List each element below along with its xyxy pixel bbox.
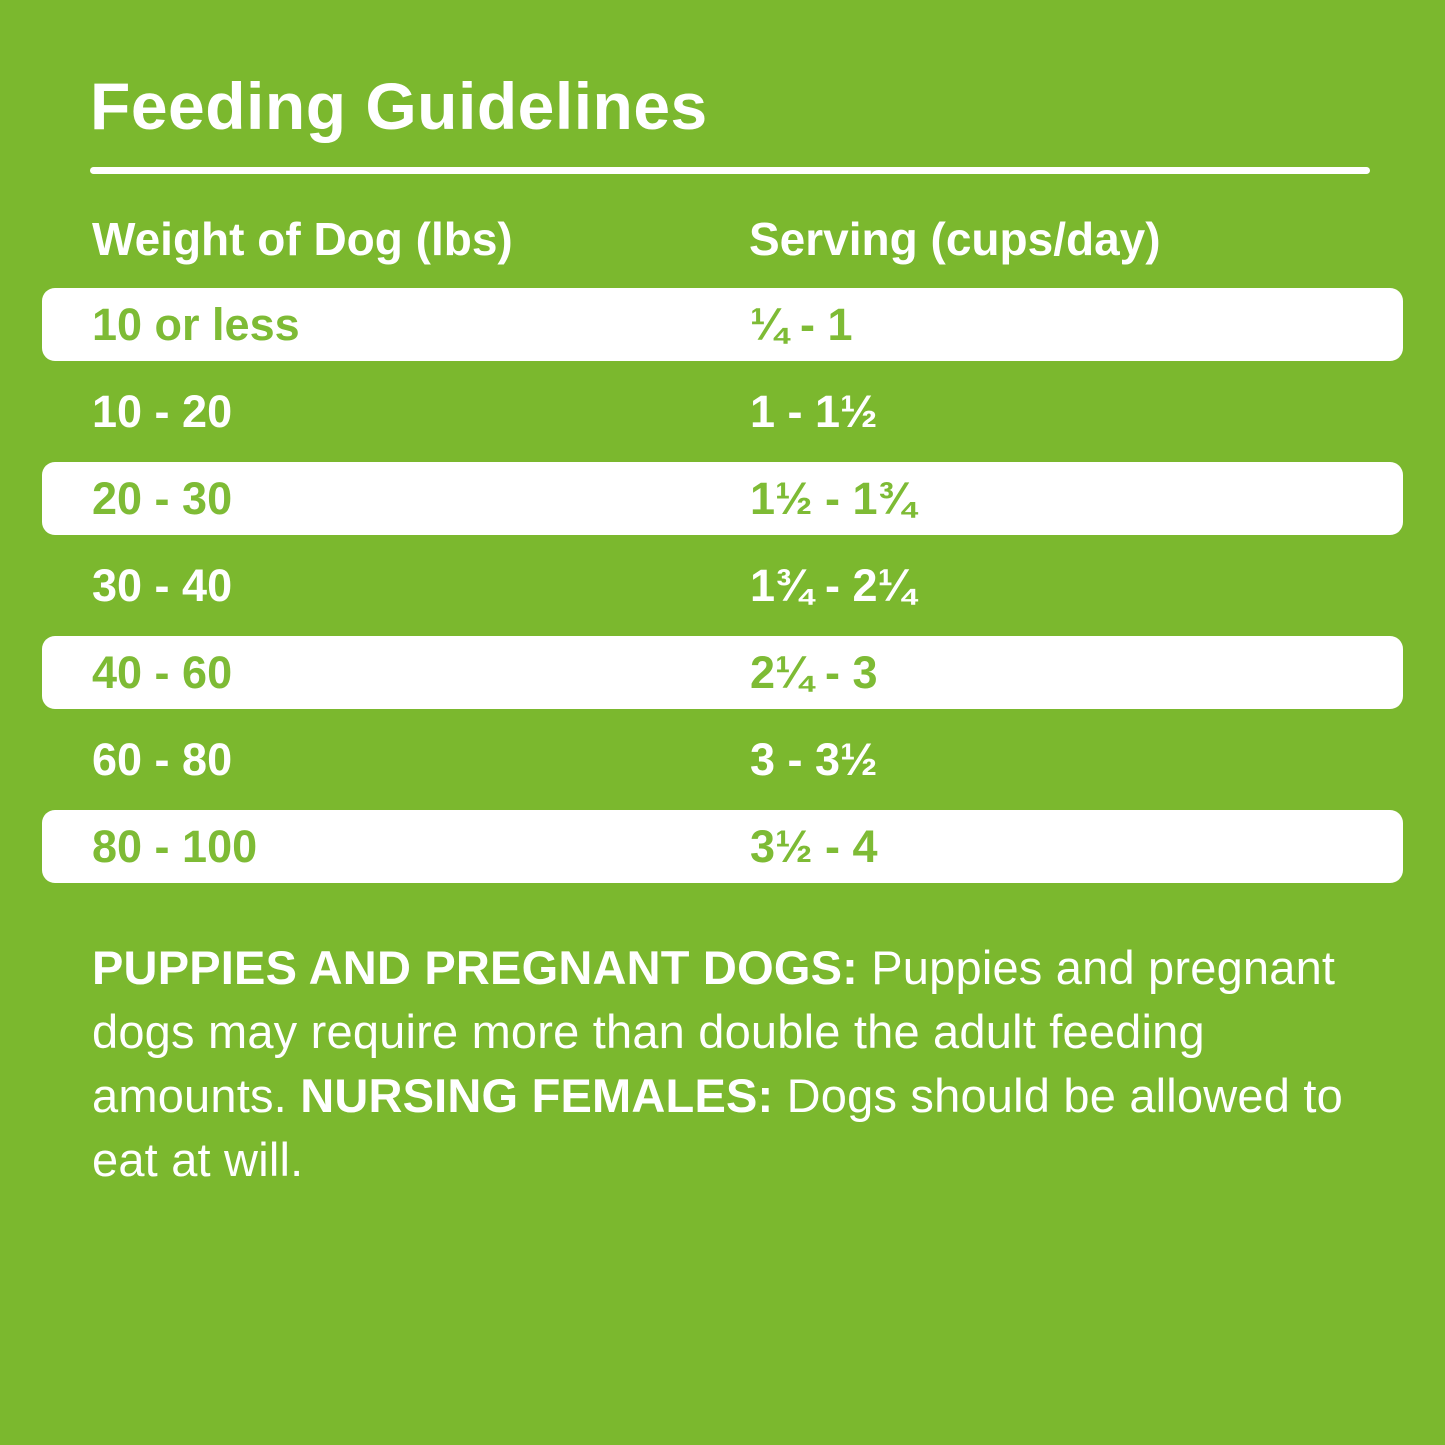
weight-cell: 30 - 40 <box>92 559 233 611</box>
note-heading-puppies: PUPPIES AND PREGNANT DOGS: <box>92 941 858 994</box>
feeding-table: 10 or less ¼ - 1 10 - 20 1 - 1½ 20 - 30 … <box>42 288 1403 897</box>
table-row: 40 - 60 2¼ - 3 <box>42 636 1403 709</box>
feeding-note: PUPPIES AND PREGNANT DOGS: Puppies and p… <box>92 936 1394 1192</box>
table-row: 80 - 100 3½ - 4 <box>42 810 1403 883</box>
table-row: 60 - 80 3 - 3½ <box>42 723 1403 796</box>
table-header-row: Weight of Dog (lbs) Serving (cups/day) <box>92 216 1402 266</box>
serving-cell: 2¼ - 3 <box>750 646 878 698</box>
note-heading-nursing: NURSING FEMALES: <box>300 1069 774 1122</box>
column-header-weight: Weight of Dog (lbs) <box>92 213 513 265</box>
table-row: 30 - 40 1¾ - 2¼ <box>42 549 1403 622</box>
column-header-serving: Serving (cups/day) <box>749 213 1161 265</box>
serving-cell: 1½ - 1¾ <box>750 472 916 524</box>
weight-cell: 10 - 20 <box>92 385 233 437</box>
serving-cell: 3½ - 4 <box>750 820 878 872</box>
note-text-nursing: Dogs should be allowed to eat at will. <box>92 1069 1343 1186</box>
serving-cell: 1¾ - 2¼ <box>750 559 916 611</box>
serving-cell: ¼ - 1 <box>750 298 853 350</box>
table-row: 10 or less ¼ - 1 <box>42 288 1403 361</box>
weight-cell: 80 - 100 <box>92 820 258 872</box>
page-title: Feeding Guidelines <box>90 69 708 143</box>
table-row: 10 - 20 1 - 1½ <box>42 375 1403 448</box>
weight-cell: 20 - 30 <box>92 472 233 524</box>
title-divider <box>90 167 1370 174</box>
serving-cell: 1 - 1½ <box>750 385 878 437</box>
table-row: 20 - 30 1½ - 1¾ <box>42 462 1403 535</box>
weight-cell: 10 or less <box>92 298 300 350</box>
serving-cell: 3 - 3½ <box>750 733 878 785</box>
weight-cell: 60 - 80 <box>92 733 233 785</box>
note-text-puppies: Puppies and pregnant dogs may require mo… <box>92 941 1336 1122</box>
weight-cell: 40 - 60 <box>92 646 233 698</box>
